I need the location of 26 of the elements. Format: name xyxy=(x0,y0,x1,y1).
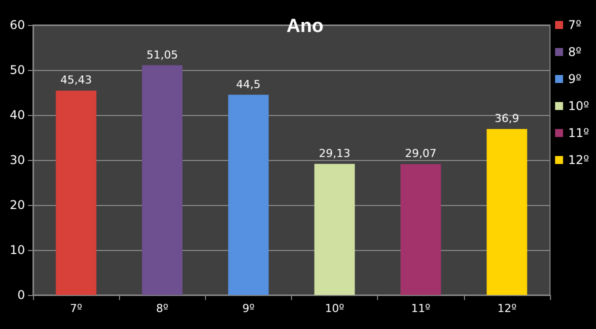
y-tick-label: 20 xyxy=(10,198,25,212)
y-tick-label: 50 xyxy=(10,63,25,77)
y-tick-label: 0 xyxy=(17,288,25,302)
x-tick-label: 12º xyxy=(497,302,517,315)
data-label: 44,5 xyxy=(236,78,261,91)
data-label: 29,13 xyxy=(318,146,350,160)
legend-label: 9º xyxy=(568,72,582,86)
y-tick-label: 10 xyxy=(10,243,25,257)
legend-label: 10º xyxy=(568,99,590,113)
y-tick-label: 60 xyxy=(10,18,25,32)
x-tick-label: 7º xyxy=(70,302,82,315)
data-label: 45,43 xyxy=(60,74,92,87)
y-tick-label: 40 xyxy=(10,108,25,122)
legend-label: 11º xyxy=(568,126,590,140)
legend-label: 7º xyxy=(568,18,582,32)
legend-label: 8º xyxy=(568,45,582,59)
data-label: 29,07 xyxy=(405,147,436,160)
x-tick-label: 10º xyxy=(324,302,344,315)
legend-label: 12º xyxy=(568,153,590,167)
data-label: 51,05 xyxy=(146,48,178,62)
data-label: 36,9 xyxy=(494,112,520,125)
chart-title: Ano xyxy=(286,16,324,37)
x-tick-label: 11º xyxy=(411,302,430,315)
y-tick-label: 30 xyxy=(10,153,25,167)
x-tick-label: 9º xyxy=(242,302,255,315)
x-tick-label: 8º xyxy=(156,302,168,315)
